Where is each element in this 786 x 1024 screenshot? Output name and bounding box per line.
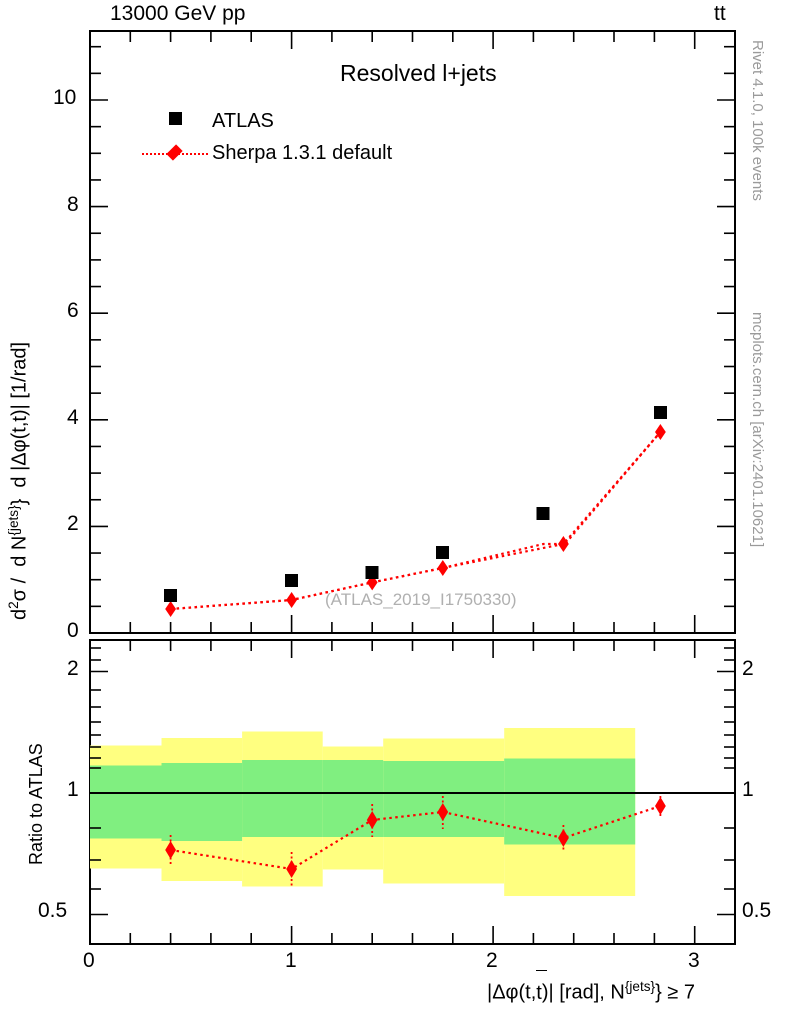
atlas-marker — [436, 546, 449, 559]
xtick-0: 0 — [83, 949, 95, 972]
header-left: 13000 GeV pp — [110, 2, 246, 25]
legend-label-sherpa: Sherpa 1.3.1 default — [212, 141, 393, 164]
mc-marker — [655, 424, 666, 440]
diamond-icon — [138, 143, 212, 161]
mc-line-ratio — [170, 804, 661, 871]
legend: ATLAS Sherpa 1.3.1 default — [138, 108, 392, 166]
mc-marker-ratio — [437, 803, 449, 821]
main-x-ticks — [89, 31, 736, 633]
atlas-markers-main — [164, 406, 667, 602]
mc-markers-main — [165, 424, 666, 617]
mc-markers-ratio — [165, 797, 666, 878]
x-axis-label: |Δφ(t, t)| [rad], N{jets}} ≥ 7 — [487, 970, 695, 1005]
ratio-band-inner — [90, 758, 636, 845]
ratio-ytick-1-left: 1 — [67, 778, 79, 801]
ratio-ytick-2-right: 2 — [742, 657, 754, 680]
square-icon — [138, 112, 212, 130]
atlas-marker — [536, 507, 550, 520]
header-right: tt — [714, 2, 726, 25]
main-ytick-10: 10 — [53, 86, 77, 109]
xtick-1: 1 — [285, 949, 297, 972]
mc-line-main-b — [170, 431, 662, 611]
atlas-marker — [365, 566, 379, 579]
mc-marker — [558, 536, 569, 552]
legend-item-sherpa[interactable]: Sherpa 1.3.1 default — [138, 140, 392, 166]
legend-label-atlas: ATLAS — [212, 109, 274, 132]
main-ytick-4: 4 — [67, 406, 79, 429]
mc-marker — [165, 601, 176, 617]
ratio-ytick-1-right: 1 — [742, 778, 754, 801]
mc-marker-ratio — [366, 811, 378, 829]
ratio-y-ticks — [90, 647, 735, 916]
main-y-ticks — [90, 45, 735, 634]
main-ytick-2: 2 — [67, 512, 79, 535]
main-ytick-6: 6 — [67, 299, 79, 322]
main-ytick-0: 0 — [67, 619, 79, 642]
mc-marker-ratio — [655, 797, 666, 815]
atlas-marker — [285, 574, 298, 587]
mc-marker — [286, 592, 297, 608]
ratio-x-ticks — [89, 640, 736, 944]
mc-marker — [437, 560, 449, 576]
atlas-marker — [164, 589, 177, 602]
watermark-text: (ATLAS_2019_I1750330) — [325, 590, 517, 609]
main-ytick-8: 8 — [67, 193, 79, 216]
atlas-marker — [654, 406, 667, 419]
mc-marker-ratio — [286, 860, 297, 878]
mc-marker-ratio — [165, 841, 176, 859]
ratio-ytick-05-right: 0.5 — [742, 899, 772, 922]
legend-item-atlas[interactable]: ATLAS — [138, 108, 392, 134]
page-title: Resolved l+jets — [340, 60, 497, 86]
mc-line-main — [170, 431, 662, 611]
mc-marker-ratio — [558, 829, 569, 847]
xtick-3: 3 — [688, 949, 700, 972]
ratio-ylabel: Ratio to ATLAS — [26, 743, 46, 865]
xtick-2: 2 — [486, 949, 498, 972]
ratio-ytick-2-left: 2 — [67, 657, 79, 680]
ratio-ytick-05-left: 0.5 — [38, 899, 68, 922]
